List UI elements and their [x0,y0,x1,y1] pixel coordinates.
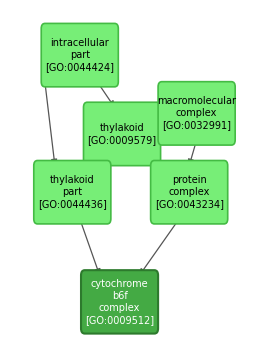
Text: cytochrome
b6f
complex
[GO:0009512]: cytochrome b6f complex [GO:0009512] [85,279,154,325]
Text: intracellular
part
[GO:0044424]: intracellular part [GO:0044424] [45,38,114,72]
Text: macromolecular
complex
[GO:0032991]: macromolecular complex [GO:0032991] [157,96,236,130]
FancyBboxPatch shape [81,270,158,333]
Text: thylakoid
[GO:0009579]: thylakoid [GO:0009579] [88,123,157,145]
FancyBboxPatch shape [34,161,111,224]
Text: thylakoid
part
[GO:0044436]: thylakoid part [GO:0044436] [38,175,107,209]
FancyBboxPatch shape [41,24,118,87]
FancyBboxPatch shape [158,82,235,145]
FancyBboxPatch shape [151,161,228,224]
Text: protein
complex
[GO:0043234]: protein complex [GO:0043234] [155,175,224,209]
FancyBboxPatch shape [83,102,161,166]
